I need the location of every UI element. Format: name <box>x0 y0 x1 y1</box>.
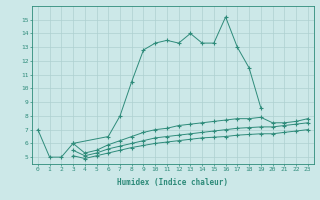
X-axis label: Humidex (Indice chaleur): Humidex (Indice chaleur) <box>117 178 228 187</box>
